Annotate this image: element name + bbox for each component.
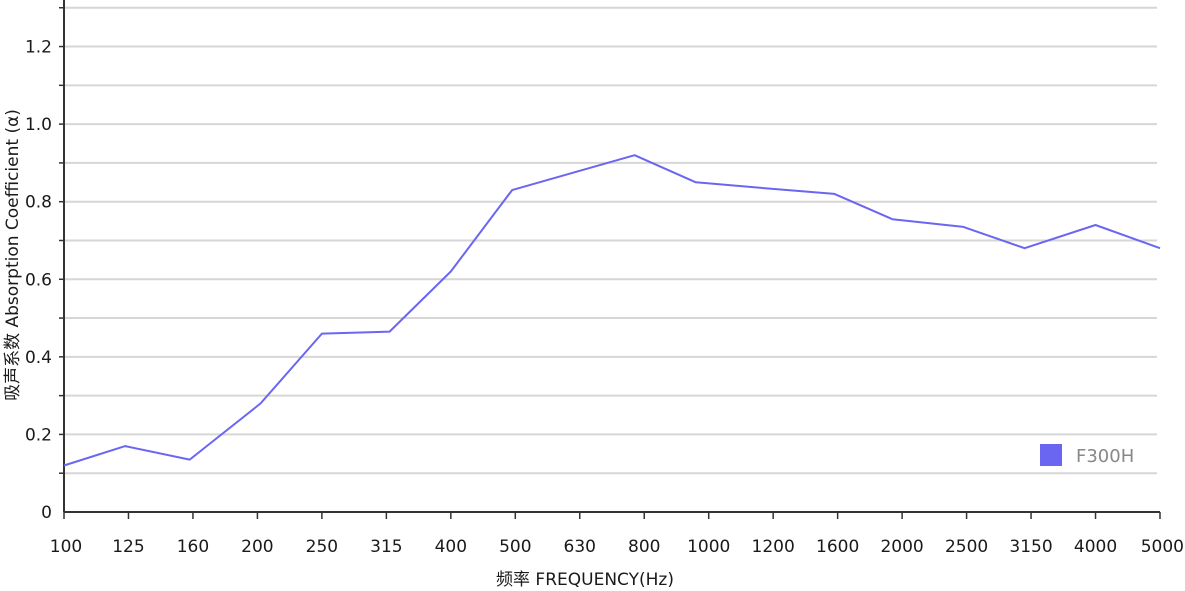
y-tick-label: 0.8 — [25, 193, 52, 213]
x-tick-label: 500 — [499, 537, 531, 557]
x-axis-title: 频率 FREQUENCY(Hz) — [496, 570, 674, 590]
x-tick-label: 4000 — [1074, 537, 1117, 557]
x-tick-label: 1200 — [752, 537, 795, 557]
x-tick-label: 630 — [564, 537, 596, 557]
x-tick-label: 3150 — [1009, 537, 1052, 557]
series-line-f300h — [63, 154, 1161, 467]
x-tick-label: 400 — [435, 537, 467, 557]
y-tick-label: 0.4 — [25, 348, 52, 368]
x-tick-label: 5000 — [1141, 537, 1184, 557]
series-layer — [63, 154, 1161, 467]
x-tick-label: 800 — [628, 537, 660, 557]
y-tick-label: 0.2 — [25, 425, 52, 445]
x-tick-label: 2000 — [880, 537, 923, 557]
y-tick-label: 0.6 — [25, 270, 52, 290]
y-ticks: 0 0.2 0.4 0.6 0.8 1.0 1.2 — [25, 7, 64, 523]
x-tick-label: 100 — [50, 537, 82, 557]
x-tick-label: 2500 — [945, 537, 988, 557]
x-tick-label: 160 — [177, 537, 209, 557]
x-tick-label: 1600 — [816, 537, 859, 557]
grid-lines — [64, 6, 1157, 475]
legend-swatch — [1040, 444, 1062, 466]
y-tick-label: 1.0 — [25, 115, 52, 135]
legend: F300H — [1040, 444, 1134, 467]
x-tick-label: 200 — [241, 537, 273, 557]
y-axis-title: 吸声系数 Absorption Coefficient (α) — [3, 109, 23, 401]
x-tick-label: 1000 — [687, 537, 730, 557]
y-tick-label: 1.2 — [25, 38, 52, 58]
x-tick-label: 125 — [112, 537, 144, 557]
x-ticks: 100 125 160 200 250 315 400 500 630 800 1000 1200 16… — [50, 512, 1184, 557]
legend-label-f300h: F300H — [1076, 446, 1134, 467]
y-tick-label: 0 — [41, 503, 52, 523]
x-tick-label: 315 — [370, 537, 402, 557]
x-tick-label: 250 — [306, 537, 338, 557]
